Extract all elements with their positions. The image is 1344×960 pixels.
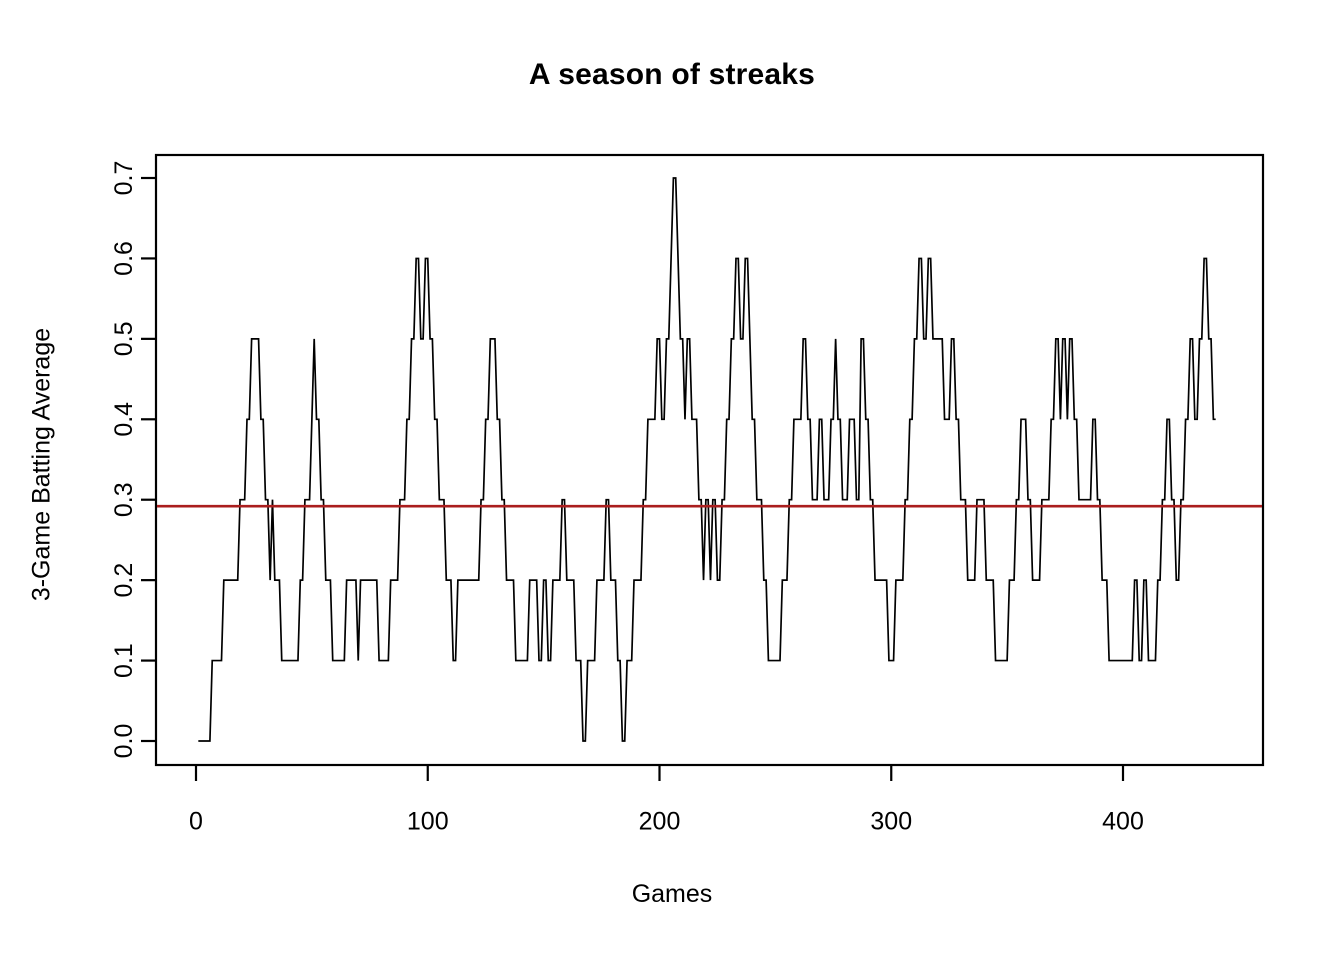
x-tick-label: 200 bbox=[639, 808, 681, 836]
y-tick-label: 0.2 bbox=[110, 563, 138, 598]
y-axis-ticks bbox=[141, 176, 156, 743]
y-tick-label: 0.5 bbox=[110, 321, 138, 356]
y-tick-label: 0.3 bbox=[110, 482, 138, 517]
y-tick-label: 0.1 bbox=[110, 643, 138, 678]
series-line-batting-average bbox=[198, 177, 1216, 742]
x-axis-tick-labels: 0 100 200 300 400 bbox=[189, 808, 1144, 836]
x-tick-label: 400 bbox=[1102, 808, 1144, 836]
x-tick-label: 300 bbox=[870, 808, 912, 836]
y-tick-label: 0.6 bbox=[110, 241, 138, 276]
plot-box-border bbox=[154, 153, 1265, 767]
y-tick-label: 0.4 bbox=[110, 402, 138, 437]
x-tick-label: 0 bbox=[189, 808, 203, 836]
y-tick-label: 0.0 bbox=[110, 724, 138, 759]
x-axis-label: Games bbox=[631, 880, 713, 908]
x-tick-label: 100 bbox=[407, 808, 449, 836]
y-tick-label: 0.7 bbox=[110, 161, 138, 196]
page-title: A season of streaks bbox=[528, 58, 816, 91]
y-axis-tick-labels: 0.0 0.1 0.2 0.3 0.4 0.5 0.6 0.7 bbox=[110, 161, 138, 759]
x-axis-ticks bbox=[194, 765, 1125, 781]
